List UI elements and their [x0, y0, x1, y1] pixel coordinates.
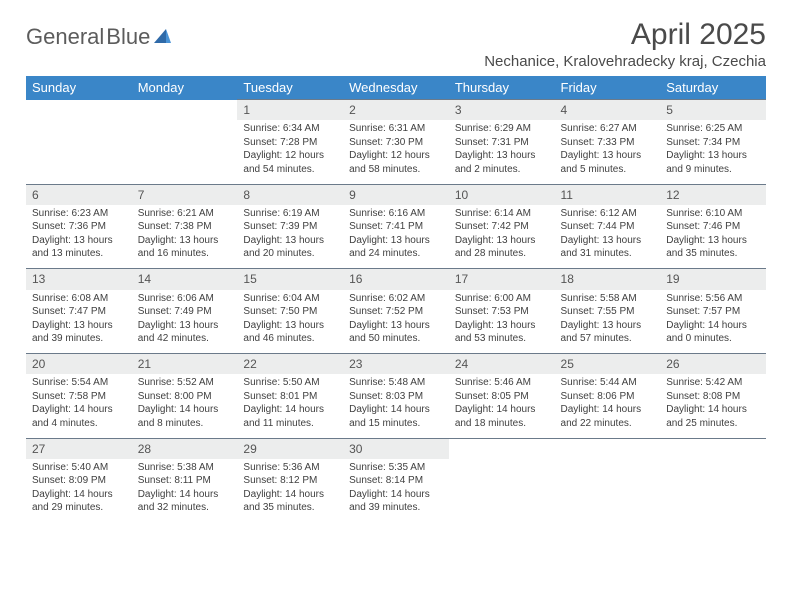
- day-info: Sunrise: 5:36 AM Sunset: 8:12 PM Dayligh…: [237, 459, 343, 523]
- info-row: Sunrise: 6:34 AM Sunset: 7:28 PM Dayligh…: [26, 120, 766, 184]
- day-number: [660, 438, 766, 459]
- day-info: Sunrise: 6:27 AM Sunset: 7:33 PM Dayligh…: [555, 120, 661, 184]
- daynum-row: 13141516171819: [26, 269, 766, 290]
- day-number: 10: [449, 184, 555, 205]
- day-number: 23: [343, 354, 449, 375]
- info-row: Sunrise: 6:23 AM Sunset: 7:36 PM Dayligh…: [26, 205, 766, 269]
- daynum-row: 6789101112: [26, 184, 766, 205]
- day-number: 14: [132, 269, 238, 290]
- day-info: Sunrise: 5:38 AM Sunset: 8:11 PM Dayligh…: [132, 459, 238, 523]
- day-number: 11: [555, 184, 661, 205]
- daynum-row: 20212223242526: [26, 354, 766, 375]
- day-info: [660, 459, 766, 523]
- day-info: Sunrise: 5:44 AM Sunset: 8:06 PM Dayligh…: [555, 374, 661, 438]
- logo-text-gray: General: [26, 24, 104, 50]
- day-info: Sunrise: 6:19 AM Sunset: 7:39 PM Dayligh…: [237, 205, 343, 269]
- day-number: 20: [26, 354, 132, 375]
- day-number: 21: [132, 354, 238, 375]
- day-number: 6: [26, 184, 132, 205]
- logo: GeneralBlue: [26, 18, 172, 50]
- day-number: 1: [237, 100, 343, 121]
- day-number: 13: [26, 269, 132, 290]
- calendar-page: GeneralBlue April 2025 Nechanice, Kralov…: [0, 0, 792, 523]
- info-row: Sunrise: 5:40 AM Sunset: 8:09 PM Dayligh…: [26, 459, 766, 523]
- weekday-header: Monday: [132, 76, 238, 100]
- title-block: April 2025 Nechanice, Kralovehradecky kr…: [484, 18, 766, 70]
- day-number: 16: [343, 269, 449, 290]
- day-number: 19: [660, 269, 766, 290]
- day-number: 7: [132, 184, 238, 205]
- day-info: [555, 459, 661, 523]
- day-info: [449, 459, 555, 523]
- day-number: 27: [26, 438, 132, 459]
- day-info: Sunrise: 6:12 AM Sunset: 7:44 PM Dayligh…: [555, 205, 661, 269]
- calendar-body: 12345Sunrise: 6:34 AM Sunset: 7:28 PM Da…: [26, 100, 766, 523]
- day-info: Sunrise: 5:54 AM Sunset: 7:58 PM Dayligh…: [26, 374, 132, 438]
- day-info: Sunrise: 5:48 AM Sunset: 8:03 PM Dayligh…: [343, 374, 449, 438]
- day-info: Sunrise: 5:58 AM Sunset: 7:55 PM Dayligh…: [555, 290, 661, 354]
- weekday-header: Sunday: [26, 76, 132, 100]
- sail-icon: [152, 27, 172, 47]
- day-info: Sunrise: 6:06 AM Sunset: 7:49 PM Dayligh…: [132, 290, 238, 354]
- day-info: Sunrise: 5:35 AM Sunset: 8:14 PM Dayligh…: [343, 459, 449, 523]
- day-number: 3: [449, 100, 555, 121]
- day-number: 4: [555, 100, 661, 121]
- day-number: 2: [343, 100, 449, 121]
- day-number: 5: [660, 100, 766, 121]
- day-info: Sunrise: 5:42 AM Sunset: 8:08 PM Dayligh…: [660, 374, 766, 438]
- location-text: Nechanice, Kralovehradecky kraj, Czechia: [484, 53, 766, 70]
- header: GeneralBlue April 2025 Nechanice, Kralov…: [26, 18, 766, 70]
- logo-text-blue: Blue: [106, 24, 150, 50]
- day-info: Sunrise: 5:56 AM Sunset: 7:57 PM Dayligh…: [660, 290, 766, 354]
- day-number: 15: [237, 269, 343, 290]
- weekday-header: Friday: [555, 76, 661, 100]
- month-title: April 2025: [484, 18, 766, 51]
- day-number: 12: [660, 184, 766, 205]
- weekday-header: Wednesday: [343, 76, 449, 100]
- day-info: Sunrise: 6:23 AM Sunset: 7:36 PM Dayligh…: [26, 205, 132, 269]
- info-row: Sunrise: 5:54 AM Sunset: 7:58 PM Dayligh…: [26, 374, 766, 438]
- daynum-row: 27282930: [26, 438, 766, 459]
- weekday-header: Thursday: [449, 76, 555, 100]
- day-info: Sunrise: 6:02 AM Sunset: 7:52 PM Dayligh…: [343, 290, 449, 354]
- day-number: 29: [237, 438, 343, 459]
- day-number: 22: [237, 354, 343, 375]
- day-number: 26: [660, 354, 766, 375]
- day-info: Sunrise: 6:00 AM Sunset: 7:53 PM Dayligh…: [449, 290, 555, 354]
- weekday-header-row: Sunday Monday Tuesday Wednesday Thursday…: [26, 76, 766, 100]
- day-info: Sunrise: 6:34 AM Sunset: 7:28 PM Dayligh…: [237, 120, 343, 184]
- daynum-row: 12345: [26, 100, 766, 121]
- day-info: Sunrise: 6:10 AM Sunset: 7:46 PM Dayligh…: [660, 205, 766, 269]
- day-number: 30: [343, 438, 449, 459]
- day-number: 25: [555, 354, 661, 375]
- day-number: 8: [237, 184, 343, 205]
- day-info: Sunrise: 6:04 AM Sunset: 7:50 PM Dayligh…: [237, 290, 343, 354]
- day-info: Sunrise: 5:50 AM Sunset: 8:01 PM Dayligh…: [237, 374, 343, 438]
- day-number: 17: [449, 269, 555, 290]
- weekday-header: Saturday: [660, 76, 766, 100]
- calendar-table: Sunday Monday Tuesday Wednesday Thursday…: [26, 76, 766, 523]
- day-number: 18: [555, 269, 661, 290]
- day-info: Sunrise: 6:21 AM Sunset: 7:38 PM Dayligh…: [132, 205, 238, 269]
- day-info: Sunrise: 5:52 AM Sunset: 8:00 PM Dayligh…: [132, 374, 238, 438]
- info-row: Sunrise: 6:08 AM Sunset: 7:47 PM Dayligh…: [26, 290, 766, 354]
- day-info: [132, 120, 238, 184]
- day-info: Sunrise: 6:14 AM Sunset: 7:42 PM Dayligh…: [449, 205, 555, 269]
- day-info: Sunrise: 6:25 AM Sunset: 7:34 PM Dayligh…: [660, 120, 766, 184]
- day-number: [26, 100, 132, 121]
- weekday-header: Tuesday: [237, 76, 343, 100]
- day-number: 24: [449, 354, 555, 375]
- day-number: [132, 100, 238, 121]
- day-info: Sunrise: 6:08 AM Sunset: 7:47 PM Dayligh…: [26, 290, 132, 354]
- day-info: Sunrise: 5:46 AM Sunset: 8:05 PM Dayligh…: [449, 374, 555, 438]
- day-number: 28: [132, 438, 238, 459]
- day-number: [555, 438, 661, 459]
- day-info: Sunrise: 6:16 AM Sunset: 7:41 PM Dayligh…: [343, 205, 449, 269]
- day-number: 9: [343, 184, 449, 205]
- day-number: [449, 438, 555, 459]
- day-info: Sunrise: 5:40 AM Sunset: 8:09 PM Dayligh…: [26, 459, 132, 523]
- day-info: Sunrise: 6:31 AM Sunset: 7:30 PM Dayligh…: [343, 120, 449, 184]
- day-info: Sunrise: 6:29 AM Sunset: 7:31 PM Dayligh…: [449, 120, 555, 184]
- day-info: [26, 120, 132, 184]
